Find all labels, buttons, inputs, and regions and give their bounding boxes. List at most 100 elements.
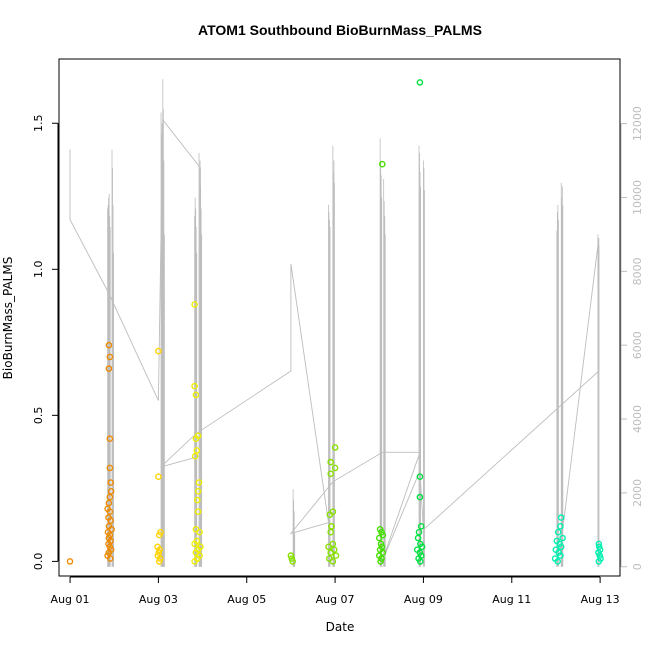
data-point (329, 540, 337, 548)
data-point (155, 549, 163, 556)
y-tick-label: 0.0 (32, 553, 45, 571)
data-point (194, 487, 202, 495)
data-point (106, 531, 114, 539)
data-point (66, 558, 74, 565)
x-axis-label: Date (326, 620, 355, 634)
data-point (557, 543, 565, 551)
data-point (155, 558, 163, 565)
data-point (192, 391, 200, 399)
data-point (192, 435, 200, 443)
data-point (105, 341, 113, 349)
data-point (105, 499, 113, 507)
data-point (331, 464, 339, 472)
data-point (416, 79, 424, 86)
data-point (106, 555, 114, 562)
data-point (417, 523, 425, 530)
data-point (287, 552, 295, 559)
y-axis-label: BioBurnMass_PALMS (1, 257, 15, 380)
chart-title: ATOM1 Southbound BioBurnMass_PALMS (198, 22, 482, 38)
data-point (156, 546, 163, 554)
data-point (378, 555, 385, 562)
data-point (193, 447, 201, 454)
data-point (327, 470, 335, 478)
data-point (193, 496, 201, 504)
data-point (107, 487, 115, 495)
data-point (326, 511, 334, 519)
data-point (415, 528, 423, 536)
y-right-tick-label: 6000 (631, 331, 644, 359)
data-point (416, 473, 424, 481)
x-tick-label: Aug 05 (227, 593, 266, 606)
y-tick-label: 1.0 (32, 261, 45, 279)
data-point (155, 473, 162, 481)
data-point (327, 458, 335, 466)
data-point (557, 523, 564, 530)
data-point (191, 301, 198, 308)
data-point (191, 452, 199, 460)
data-point (557, 514, 565, 521)
plot-frame (58, 58, 621, 577)
data-point (329, 558, 337, 565)
data-point (191, 382, 198, 390)
x-tick-label: Aug 07 (316, 593, 355, 606)
altitude-trace (69, 118, 600, 564)
data-point (416, 493, 424, 501)
data-point (418, 543, 426, 551)
y-right-tick-label: 2000 (631, 479, 644, 507)
data-point (195, 479, 203, 486)
x-tick-label: Aug 09 (404, 593, 443, 606)
data-point (106, 435, 114, 443)
data-point (332, 552, 340, 559)
data-point (155, 347, 162, 355)
data-point (596, 552, 604, 559)
y-tick-label: 1.5 (32, 115, 45, 133)
data-point (595, 558, 603, 565)
data-point (289, 558, 297, 565)
x-axis: Aug 01 Aug 03 Aug 05 Aug 07 Aug 09 Aug 11 Aug … (51, 576, 620, 606)
y-tick-label: 0.5 (32, 407, 45, 425)
points-layer (66, 79, 604, 565)
data-point (191, 540, 198, 548)
data-point (377, 558, 384, 565)
data-point (106, 353, 114, 361)
y-axis: 0.0 0.5 1.0 1.5 (32, 115, 59, 571)
data-point (414, 534, 422, 542)
y-right-tick-label: 4000 (631, 405, 644, 433)
data-point (325, 543, 332, 551)
x-tick-label: Aug 01 (51, 593, 90, 606)
data-point (331, 444, 339, 451)
data-point (327, 549, 335, 556)
data-point (327, 528, 335, 536)
x-tick-label: Aug 11 (492, 593, 531, 606)
data-point (106, 493, 114, 501)
y-right-tick-label: 0 (631, 563, 644, 570)
data-point (288, 555, 296, 562)
data-point (106, 508, 114, 516)
data-point (156, 555, 164, 562)
data-point (155, 531, 163, 539)
data-point (559, 534, 566, 542)
data-point (378, 160, 386, 168)
data-point (196, 528, 203, 536)
data-point (375, 534, 383, 542)
data-point (107, 517, 114, 524)
data-point (416, 558, 424, 565)
data-point (191, 558, 198, 565)
data-point (377, 540, 385, 548)
x-tick-label: Aug 03 (139, 593, 178, 606)
y-right-tick-label: 10000 (631, 180, 644, 215)
altitude-trace-layer (69, 79, 600, 567)
y-right-tick-label: 12000 (631, 106, 644, 141)
data-point (107, 479, 114, 486)
data-point (105, 365, 113, 372)
data-point (554, 558, 562, 565)
data-point (595, 540, 603, 548)
data-point (554, 528, 562, 536)
y-axis-right: 0 2000 4000 6000 8000 10000 12000 (620, 106, 644, 570)
data-point (194, 508, 202, 516)
y-right-tick-label: 8000 (631, 257, 644, 285)
x-tick-label: Aug 13 (581, 593, 620, 606)
data-point (106, 464, 114, 472)
